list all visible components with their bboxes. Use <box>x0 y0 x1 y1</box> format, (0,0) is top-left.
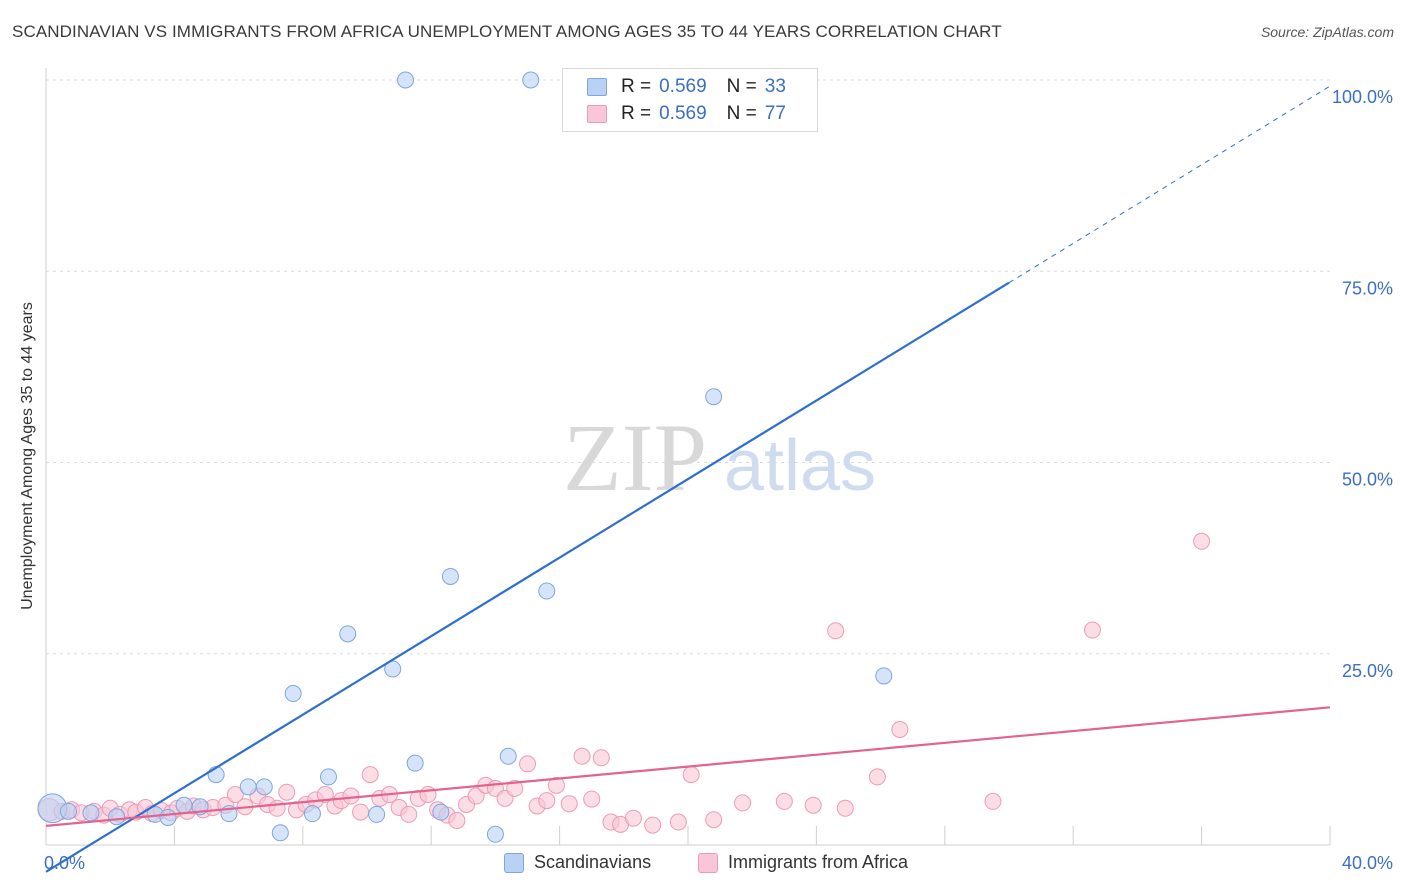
legend-r-label: R = <box>621 76 652 97</box>
legend-row-scandinavians: R = 0.569 N = 33 <box>587 75 786 99</box>
africa-point <box>682 766 700 784</box>
africa-point <box>984 792 1002 810</box>
series-legend-scandinavians[interactable]: Scandinavians <box>504 852 651 873</box>
scandinavian-point <box>255 778 273 796</box>
legend-n-label: N = <box>726 76 757 97</box>
scandinavian-point <box>397 71 415 89</box>
legend-r-label: R = <box>621 103 652 124</box>
trend-lines <box>45 85 1331 873</box>
x-tick-label-end: 40.0% <box>1342 853 1393 873</box>
africa-point <box>592 749 610 767</box>
scandinavian-point <box>384 660 402 678</box>
africa-point <box>560 795 578 813</box>
scandinavian-point <box>432 803 450 821</box>
watermark-zip: ZIP <box>563 404 707 511</box>
africa-point <box>278 783 296 801</box>
scandinavian-point <box>441 567 459 585</box>
africa-point <box>400 805 418 823</box>
scandinavian-point <box>82 804 100 822</box>
scandinavian-point <box>271 824 289 842</box>
source-credit: Source: ZipAtlas.com <box>1260 24 1394 40</box>
scandinavian-point <box>499 747 517 765</box>
africa-point <box>583 790 601 808</box>
africa-point <box>573 747 591 765</box>
axes <box>45 68 1331 846</box>
scandinavian-point <box>303 805 321 823</box>
scandinavian-trend-line <box>45 281 1010 873</box>
y-tick-label: 50.0% <box>1342 470 1393 490</box>
watermark-atlas: atlas <box>724 426 876 506</box>
series-swatch-scandinavians <box>504 852 524 873</box>
y-tick-label: 25.0% <box>1342 661 1393 681</box>
africa-point <box>827 622 845 640</box>
scandinavian-point <box>159 808 177 826</box>
scandinavian-point <box>406 754 424 772</box>
africa-point <box>538 792 556 810</box>
scandinavian-point <box>368 805 386 823</box>
legend-r-value: 0.569 <box>659 76 707 97</box>
africa-point <box>836 799 854 817</box>
series-legend-africa[interactable]: Immigrants from Africa <box>698 852 908 873</box>
y-tick-label: 75.0% <box>1342 278 1393 298</box>
scandinavian-point <box>486 825 504 843</box>
series-label-scandinavians: Scandinavians <box>534 852 652 872</box>
africa-point <box>268 799 286 817</box>
x-tick-label-start: 0.0% <box>44 853 85 873</box>
africa-point <box>1083 621 1101 639</box>
scandinavian-point <box>284 685 302 703</box>
africa-point <box>467 787 485 805</box>
legend-swatch-scandinavians <box>587 78 607 96</box>
series-legend: Scandinavians Immigrants from Africa <box>0 852 1406 878</box>
africa-point <box>419 786 437 804</box>
chart-title: SCANDINAVIAN VS IMMIGRANTS FROM AFRICA U… <box>12 22 1002 41</box>
africa-point <box>226 786 244 804</box>
africa-point <box>644 816 662 834</box>
scandinavian-trend-extension <box>1008 85 1331 284</box>
stats-legend: R = 0.569 N = 33 R = 0.569 N = 77 <box>562 68 818 132</box>
legend-swatch-africa <box>587 105 607 123</box>
africa-point <box>519 755 536 773</box>
africa-point <box>316 786 334 804</box>
scandinavian-point <box>175 796 193 814</box>
africa-point <box>342 787 360 805</box>
africa-point <box>352 803 370 821</box>
legend-n-value: 33 <box>764 76 786 97</box>
africa-point <box>868 768 886 786</box>
africa-point <box>506 779 524 797</box>
legend-n-value: 77 <box>764 103 786 124</box>
y-tick-label: 100.0% <box>1332 87 1393 107</box>
africa-point <box>804 796 822 814</box>
africa-point <box>775 792 793 810</box>
gridlines <box>46 79 1330 655</box>
scandinavian-point <box>875 667 893 685</box>
scandinavian-point <box>522 71 540 89</box>
legend-row-africa: R = 0.569 N = 77 <box>587 102 786 126</box>
scandinavian-points <box>37 71 893 843</box>
scandinavian-point <box>59 802 77 820</box>
africa-point <box>734 794 752 812</box>
africa-point <box>361 766 379 784</box>
africa-point <box>1193 532 1211 550</box>
scandinavian-point <box>108 808 126 826</box>
tick-labels: 25.0% 50.0% 75.0% 100.0% 0.0% 40.0% <box>44 87 1393 873</box>
scandinavian-point <box>319 768 337 786</box>
legend-n-label: N = <box>726 103 757 124</box>
scandinavian-point <box>339 625 357 643</box>
africa-points <box>37 532 1211 834</box>
africa-point <box>448 812 466 830</box>
africa-point <box>891 720 909 738</box>
series-swatch-africa <box>698 852 718 873</box>
africa-point <box>547 776 565 794</box>
series-label-africa: Immigrants from Africa <box>728 852 909 872</box>
scandinavian-point <box>239 778 257 796</box>
scandinavian-point <box>705 388 723 406</box>
africa-point <box>669 813 687 831</box>
scandinavian-point <box>207 766 225 784</box>
scandinavian-point <box>538 582 556 600</box>
africa-trend-line <box>45 706 1331 827</box>
africa-point <box>624 809 642 827</box>
legend-r-value: 0.569 <box>659 103 707 124</box>
africa-point <box>705 811 723 829</box>
